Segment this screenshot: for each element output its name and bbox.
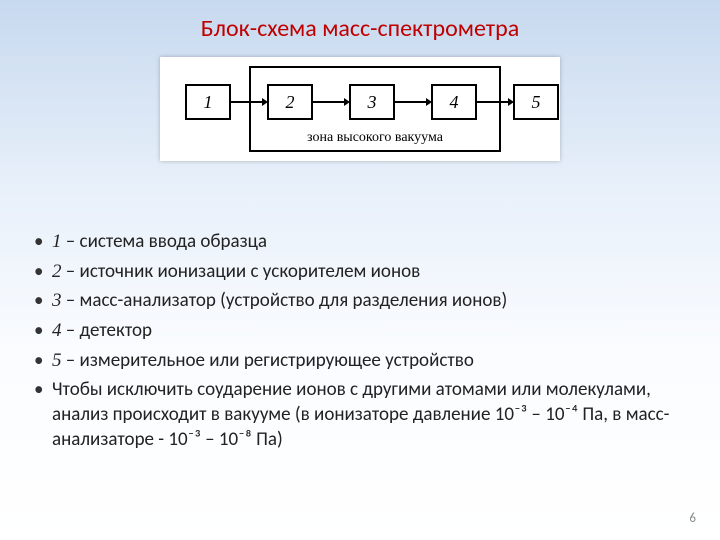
node-label-3: 3 xyxy=(367,92,377,112)
node-label-2: 2 xyxy=(286,92,295,112)
list-item-number: 3 xyxy=(52,290,62,311)
node-label-1: 1 xyxy=(204,92,213,112)
list-item: 2 – источник ионизации с ускорителем ион… xyxy=(30,260,682,285)
list-item: 1 – система ввода образца xyxy=(30,230,682,255)
vacuum-zone-label: зона высокого вакуума xyxy=(307,130,444,145)
list-item-text: Чтобы исключить соударение ионов с други… xyxy=(52,378,669,450)
list-item-number: 2 xyxy=(52,261,62,282)
node-label-5: 5 xyxy=(532,92,541,112)
list-item-text: – источник ионизации с ускорителем ионов xyxy=(62,260,421,283)
list-item-number: 5 xyxy=(52,350,62,371)
list-item-text: – детектор xyxy=(62,319,152,342)
list-item: 4 – детектор xyxy=(30,319,682,344)
list-item-text: – система ввода образца xyxy=(62,230,268,253)
list-item: 5 – измерительное или регистрирующее уст… xyxy=(30,349,682,374)
list-item: Чтобы исключить соударение ионов с други… xyxy=(30,378,682,452)
page-number: 6 xyxy=(689,511,696,526)
list-item-text: – измерительное или регистрирующее устро… xyxy=(62,349,474,372)
slide-title: Блок-схема масс-спектрометра xyxy=(0,0,720,43)
block-diagram: зона высокого вакуума 1 2 3 4 5 xyxy=(160,57,560,161)
list-item-text: – масс-анализатор (устройство для раздел… xyxy=(62,289,508,312)
list-item-number: 4 xyxy=(52,320,62,341)
node-label-4: 4 xyxy=(450,92,459,112)
slide: Блок-схема масс-спектрометра зона высоко… xyxy=(0,0,720,540)
legend-list: 1 – система ввода образца2 – источник ио… xyxy=(30,230,682,458)
list-item-number: 1 xyxy=(52,231,62,252)
list-item: 3 – масс-анализатор (устройство для разд… xyxy=(30,289,682,314)
